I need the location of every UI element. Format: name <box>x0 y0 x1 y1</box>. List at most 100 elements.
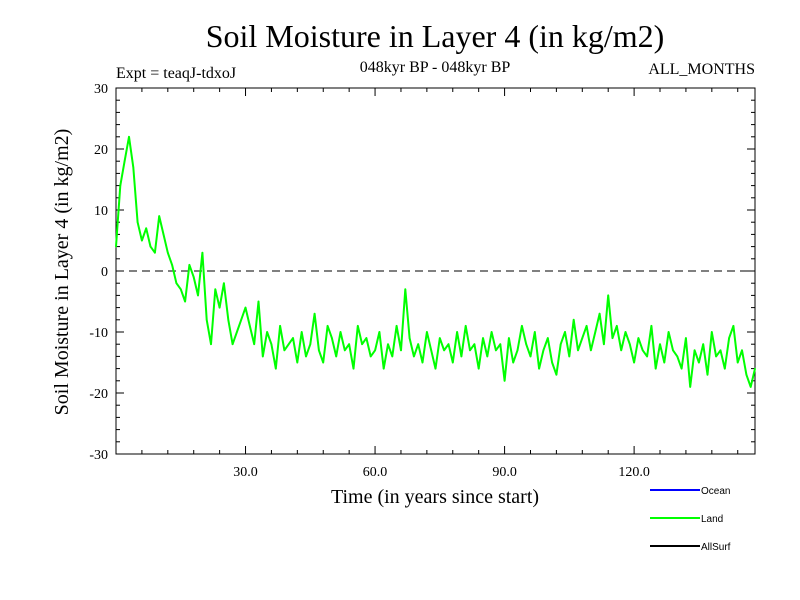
data-point <box>477 367 480 370</box>
data-point <box>283 349 286 352</box>
data-point <box>408 337 411 339</box>
data-point <box>749 386 752 388</box>
data-point <box>119 184 122 187</box>
data-point <box>598 312 601 315</box>
data-point <box>123 160 126 162</box>
data-point <box>162 233 165 236</box>
data-point <box>180 288 182 291</box>
data-point <box>357 325 359 327</box>
series-line-land <box>115 135 756 388</box>
data-point <box>754 367 756 370</box>
data-point <box>745 373 748 376</box>
data-point <box>279 325 281 327</box>
data-point <box>218 306 221 309</box>
y-tick-label: -20 <box>89 387 108 402</box>
data-point <box>711 331 713 333</box>
data-point <box>529 355 532 358</box>
data-point <box>650 325 653 327</box>
data-point <box>378 331 381 333</box>
data-point <box>482 337 484 339</box>
data-point <box>473 343 476 346</box>
data-point <box>223 282 225 285</box>
x-tick-label: 120.0 <box>618 465 650 480</box>
data-point <box>240 319 242 321</box>
data-point <box>145 227 147 230</box>
data-point <box>559 343 562 346</box>
data-point <box>188 264 191 266</box>
data-point <box>503 380 506 382</box>
data-point <box>736 361 739 364</box>
legend-label-allsurf: AllSurf <box>701 542 731 553</box>
data-point <box>534 331 536 333</box>
data-point <box>456 331 458 333</box>
x-tick-label: 90.0 <box>492 465 517 480</box>
chart-title: Soil Moisture in Layer 4 (in kg/m2) <box>206 18 665 54</box>
data-point <box>659 343 661 346</box>
data-point <box>439 337 441 339</box>
data-point <box>676 355 679 358</box>
data-point <box>633 361 635 364</box>
data-point <box>128 136 130 138</box>
data-point <box>344 349 346 352</box>
data-point <box>434 367 437 370</box>
data-point <box>551 361 553 364</box>
data-point <box>469 349 471 352</box>
data-point <box>646 355 648 358</box>
data-point <box>231 343 234 346</box>
data-point <box>391 355 394 358</box>
data-point <box>564 331 566 333</box>
legend: Ocean Land AllSurf <box>650 486 731 553</box>
data-point <box>555 373 558 376</box>
data-point <box>395 325 398 327</box>
data-point <box>253 343 255 346</box>
data-point <box>490 331 493 333</box>
data-point <box>313 312 316 315</box>
data-point <box>603 343 605 346</box>
data-point <box>516 349 519 352</box>
data-point <box>654 367 657 370</box>
data-point <box>292 337 294 339</box>
data-point <box>525 343 527 346</box>
data-point <box>158 215 160 217</box>
y-tick-label: 0 <box>101 265 108 280</box>
data-point <box>542 349 545 352</box>
data-point <box>154 251 156 254</box>
data-point <box>167 251 169 254</box>
data-point <box>300 331 303 333</box>
x-axis-label: Time (in years since start) <box>331 486 539 508</box>
data-point <box>236 331 238 333</box>
data-point <box>352 367 355 370</box>
data-point <box>581 337 584 339</box>
data-point <box>741 349 743 352</box>
data-point <box>331 337 333 339</box>
data-point <box>624 331 627 333</box>
data-point <box>369 355 372 358</box>
data-point <box>421 361 424 364</box>
data-point <box>201 251 204 254</box>
data-point <box>197 294 199 297</box>
data-point <box>192 276 195 278</box>
data-point <box>607 294 609 297</box>
data-point <box>702 343 704 346</box>
data-point <box>508 337 510 339</box>
y-tick-label: -30 <box>89 448 108 463</box>
data-point <box>361 343 363 346</box>
data-point <box>266 331 268 333</box>
data-point <box>413 355 415 358</box>
experiment-label: Expt = teaqJ-tdxoJ <box>116 65 236 82</box>
data-point <box>132 166 135 169</box>
data-point <box>210 343 212 346</box>
data-point <box>115 245 117 248</box>
data-point <box>616 325 618 327</box>
data-point <box>577 349 579 352</box>
data-point <box>430 349 433 352</box>
data-point <box>486 355 489 358</box>
data-point <box>663 361 666 364</box>
data-point <box>262 355 264 358</box>
data-point <box>318 349 320 352</box>
data-point <box>585 325 588 327</box>
data-point <box>400 349 402 352</box>
data-point <box>568 355 571 358</box>
period-label: 048kyr BP - 048kyr BP <box>360 59 511 76</box>
data-point <box>680 367 683 370</box>
